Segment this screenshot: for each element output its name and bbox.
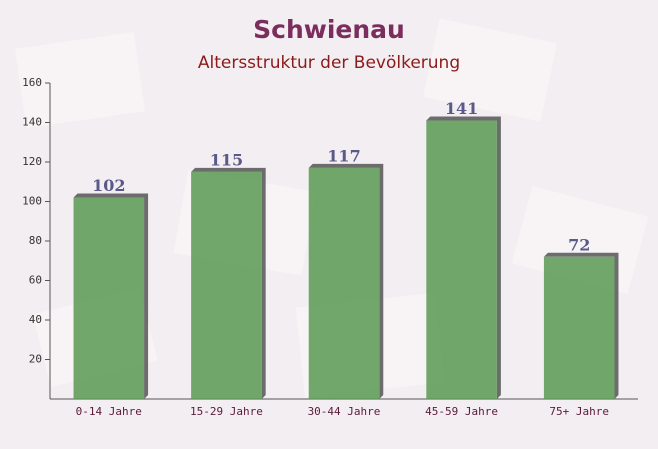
chart-title: Schwienau: [253, 15, 405, 44]
y-tick-label: 120: [22, 155, 42, 168]
x-tick-label: 30-44 Jahre: [308, 405, 381, 418]
y-tick-label: 80: [29, 234, 42, 247]
value-label: 117: [327, 146, 360, 165]
y-tick-label: 140: [22, 116, 42, 129]
x-tick-label: 45-59 Jahre: [425, 405, 498, 418]
y-tick-label: 40: [29, 313, 42, 326]
y-tick-label: 20: [29, 353, 42, 366]
y-tick-label: 60: [29, 274, 42, 287]
value-label: 102: [92, 176, 125, 195]
bar: [191, 171, 262, 399]
x-tick-label: 0-14 Jahre: [76, 405, 142, 418]
y-tick-label: 160: [22, 76, 42, 89]
bar: [73, 197, 145, 399]
chart-subtitle: Altersstruktur der Bevölkerung: [198, 53, 460, 73]
x-tick-label: 15-29 Jahre: [190, 405, 263, 418]
bar: [308, 167, 380, 399]
bar: [426, 120, 497, 400]
value-label: 115: [210, 150, 243, 169]
value-label: 72: [568, 235, 590, 254]
value-label: 141: [445, 99, 478, 118]
bar: [543, 256, 615, 399]
x-tick-label: 75+ Jahre: [549, 405, 609, 418]
y-tick-label: 100: [22, 195, 42, 208]
